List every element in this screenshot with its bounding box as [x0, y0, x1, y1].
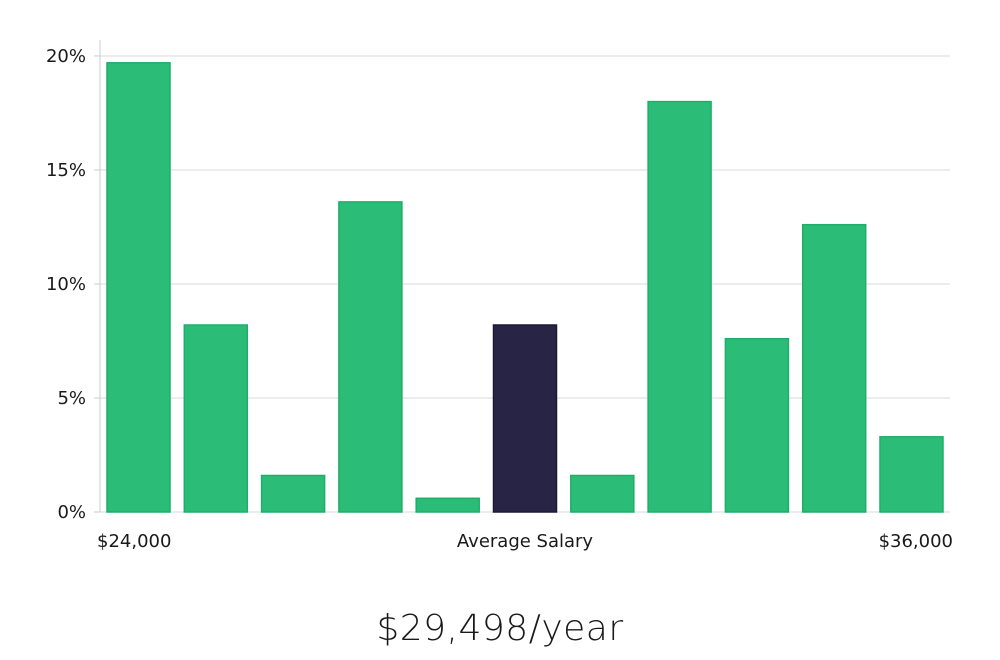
x-axis-labels: $24,000 Average Salary $36,000	[97, 531, 953, 552]
bar-average-salary	[492, 324, 558, 513]
bar	[415, 497, 480, 513]
bar	[106, 62, 171, 513]
y-tick-label: 20%	[46, 46, 86, 67]
bar	[724, 337, 790, 513]
salary-distribution-chart: 0% 5% 10% 15% 20% $24,000 Average Salary $36…	[46, 40, 953, 552]
bar	[801, 223, 867, 513]
y-tick-label: 5%	[57, 388, 86, 409]
bar	[338, 201, 403, 513]
bar	[570, 474, 635, 513]
average-salary-value: $29,498/year	[376, 608, 624, 649]
x-tick-label-min: $24,000	[97, 531, 171, 552]
y-axis-ticks: 0% 5% 10% 15% 20%	[46, 46, 100, 523]
x-axis-title: Average Salary	[457, 531, 594, 552]
bars	[106, 62, 944, 513]
bar	[647, 100, 712, 513]
bar	[260, 474, 326, 513]
y-tick-label: 10%	[46, 274, 86, 295]
bar	[183, 324, 249, 513]
y-tick-label: 0%	[57, 502, 86, 523]
bar	[879, 436, 944, 513]
y-tick-label: 15%	[46, 160, 86, 181]
x-tick-label-max: $36,000	[879, 531, 953, 552]
